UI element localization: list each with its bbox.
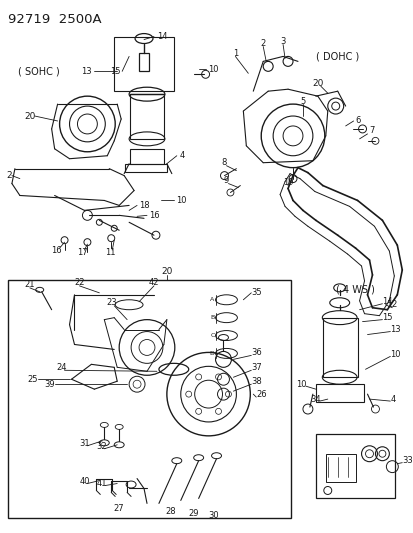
Text: 19: 19	[282, 178, 292, 187]
Text: 33: 33	[401, 456, 412, 465]
Text: 10: 10	[295, 379, 306, 389]
Text: 20: 20	[311, 79, 323, 88]
Text: 10: 10	[389, 350, 400, 359]
Text: 24: 24	[56, 363, 66, 372]
Text: 15: 15	[109, 67, 120, 76]
Text: 3: 3	[280, 37, 285, 46]
Text: 14: 14	[382, 297, 392, 306]
Bar	[114, 37, 173, 91]
Text: 14: 14	[157, 32, 167, 41]
Text: 16: 16	[51, 246, 62, 255]
Bar	[139, 53, 149, 71]
Text: 18: 18	[139, 201, 150, 210]
Bar	[322, 318, 357, 377]
Text: B: B	[210, 315, 214, 320]
Text: 25: 25	[27, 375, 38, 384]
Text: 92719  2500A: 92719 2500A	[8, 13, 101, 26]
Text: 21: 21	[24, 280, 35, 289]
Text: 4: 4	[389, 394, 395, 403]
Text: 31: 31	[79, 439, 90, 448]
Text: 20: 20	[24, 111, 36, 120]
Text: 37: 37	[251, 363, 261, 372]
Text: 35: 35	[251, 288, 261, 297]
Bar	[325, 454, 355, 481]
Text: 11: 11	[105, 248, 115, 256]
Text: 13: 13	[389, 325, 400, 334]
Text: 1: 1	[232, 49, 237, 58]
Text: 7: 7	[369, 126, 374, 135]
Text: 16: 16	[149, 211, 159, 220]
Bar	[8, 280, 290, 518]
Text: 42: 42	[148, 278, 159, 287]
Text: 23: 23	[106, 298, 116, 307]
Text: 20: 20	[161, 268, 172, 277]
Text: 29: 29	[188, 509, 199, 518]
Text: 36: 36	[251, 348, 261, 357]
Text: D: D	[209, 351, 214, 356]
Text: 10: 10	[208, 65, 218, 74]
Text: C: C	[210, 333, 214, 338]
Text: 15: 15	[382, 313, 392, 322]
Text: 27: 27	[114, 504, 124, 513]
Text: ( 4 WS ): ( 4 WS )	[335, 285, 374, 295]
Text: 5: 5	[299, 96, 305, 106]
Text: 38: 38	[251, 377, 261, 386]
Text: A: A	[210, 297, 214, 302]
Text: 12: 12	[386, 300, 397, 309]
Text: 10: 10	[176, 196, 186, 205]
Text: 40: 40	[79, 477, 90, 486]
Text: 30: 30	[208, 511, 218, 520]
Text: 6: 6	[355, 117, 360, 125]
Text: ( SOHC ): ( SOHC )	[18, 66, 59, 76]
Text: 2: 2	[260, 39, 265, 48]
Bar	[315, 384, 363, 402]
Text: 41: 41	[97, 479, 107, 488]
Bar	[315, 434, 394, 498]
Bar	[130, 149, 164, 164]
Text: 39: 39	[44, 379, 55, 389]
Text: 8: 8	[221, 158, 227, 167]
Text: 26: 26	[256, 390, 266, 399]
Text: 17: 17	[77, 248, 88, 256]
Text: 2: 2	[6, 171, 12, 180]
Text: 22: 22	[74, 278, 85, 287]
Text: 4: 4	[179, 151, 185, 160]
Bar	[130, 94, 164, 139]
Text: 32: 32	[96, 442, 107, 451]
Text: ( DOHC ): ( DOHC )	[315, 51, 358, 61]
Text: 13: 13	[81, 67, 91, 76]
Text: 9: 9	[223, 176, 228, 185]
Text: 28: 28	[165, 507, 176, 516]
Text: 34: 34	[310, 394, 320, 403]
Bar	[125, 164, 166, 172]
